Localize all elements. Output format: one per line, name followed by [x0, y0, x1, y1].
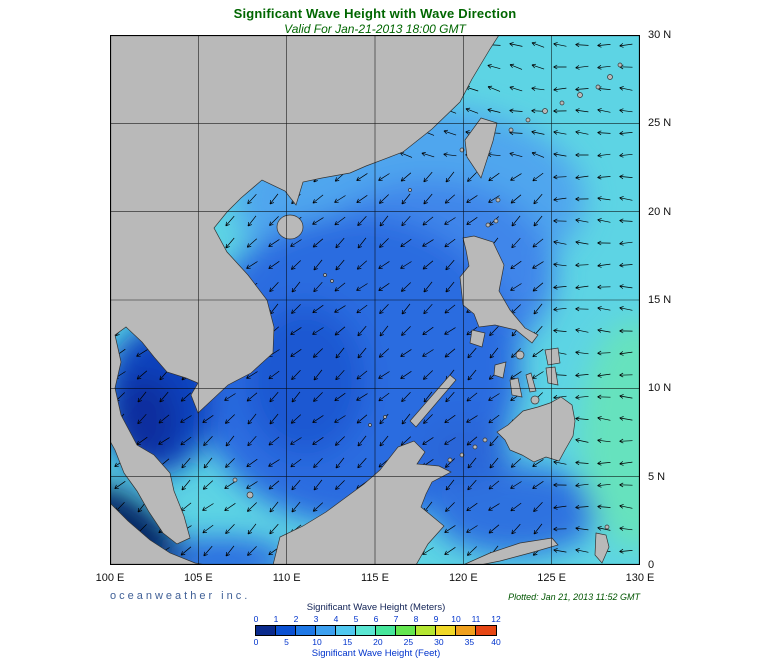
lat-tick-label: 10 N — [648, 382, 672, 395]
landmass-borneo — [272, 440, 452, 565]
feet-tick: 40 — [491, 637, 501, 647]
colorbar-cell — [276, 626, 296, 635]
page-title: Significant Wave Height with Wave Direct… — [233, 6, 517, 21]
feet-tick: 35 — [464, 637, 475, 647]
colorbar-cell — [296, 626, 316, 635]
legend-meters-ticks: 0 1 2 3 4 5 6 7 8 9 10 11 12 — [253, 614, 501, 624]
meters-tick: 2 — [293, 614, 299, 624]
map-frame — [110, 35, 640, 565]
lat-tick-label: 20 N — [648, 205, 672, 218]
feet-tick: 15 — [342, 637, 353, 647]
feet-tick: 10 — [312, 637, 322, 647]
landmass-halmahera — [594, 532, 610, 564]
lat-tick-label: 15 N — [648, 293, 672, 306]
wave-height-map — [110, 35, 640, 565]
meters-tick: 1 — [273, 614, 279, 624]
colorbar-cell — [396, 626, 416, 635]
landmass-samar — [544, 347, 561, 366]
lat-tick-label: 5 N — [648, 470, 666, 483]
landmass-cebu — [525, 372, 537, 393]
lat-tick-label: 25 N — [648, 117, 672, 130]
meters-tick: 4 — [333, 614, 339, 624]
small-islands — [232, 62, 623, 530]
grid-lines — [110, 35, 640, 565]
feet-tick: 5 — [284, 637, 289, 647]
meters-tick: 0 — [253, 614, 259, 624]
feet-tick: 25 — [403, 637, 414, 647]
legend-colorbar — [255, 625, 497, 636]
colorbar-cell — [356, 626, 376, 635]
colorbar-cell — [416, 626, 436, 635]
landmass-mindoro — [469, 329, 486, 348]
meters-tick: 6 — [373, 614, 379, 624]
lat-tick-label: 0 — [648, 558, 655, 571]
lon-tick-label: 110 E — [272, 572, 301, 584]
colorbar-cell — [456, 626, 476, 635]
lon-tick-label: 120 E — [448, 572, 478, 584]
lon-tick-label: 105 E — [183, 572, 213, 584]
plotted-timestamp: Plotted: Jan 21, 2013 11:52 GMT — [508, 592, 640, 602]
colorbar-cell — [376, 626, 396, 635]
land-layer — [110, 35, 623, 565]
lat-tick-label: 30 N — [648, 29, 672, 41]
landmass-luzon — [459, 235, 539, 344]
meters-tick: 9 — [433, 614, 439, 624]
meters-tick: 7 — [393, 614, 399, 624]
landmass-sulawesi — [462, 537, 559, 565]
meters-tick: 3 — [313, 614, 319, 624]
colorbar-cell — [316, 626, 336, 635]
colorbar-cell — [436, 626, 456, 635]
landmass-asia-mainland — [110, 35, 500, 545]
landmass-bohol — [530, 395, 540, 405]
page-subtitle: Valid For Jan-21-2013 18:00 GMT — [284, 22, 466, 36]
lon-tick-label: 115 E — [361, 572, 389, 584]
feet-tick: 20 — [373, 637, 383, 647]
header: Significant Wave Height with Wave Direct… — [110, 6, 640, 36]
landmass-hainan — [276, 214, 304, 240]
meters-tick: 8 — [413, 614, 419, 624]
colorbar-cell — [476, 626, 496, 635]
landmass-sumatra — [110, 502, 207, 565]
meters-tick: 10 — [451, 614, 461, 624]
legend-feet-label: Significant Wave Height (Feet) — [311, 648, 441, 659]
colorbar-cell — [256, 626, 276, 635]
landmass-negros — [509, 377, 523, 398]
oceanweather-credit: oceanweather inc. — [110, 590, 251, 602]
meters-tick: 11 — [471, 614, 481, 624]
landmass-masbate — [515, 350, 525, 360]
landmass-mindanao — [496, 396, 576, 463]
meters-tick: 12 — [491, 614, 501, 624]
legend-feet-ticks: 0 5 10 15 20 25 30 35 40 — [253, 637, 501, 647]
landmass-panay — [493, 361, 507, 379]
feet-tick: 30 — [434, 637, 444, 647]
feet-tick: 0 — [253, 637, 259, 647]
legend-meters-label: Significant Wave Height (Meters) — [306, 602, 446, 613]
map-border — [110, 35, 640, 565]
meters-tick: 5 — [353, 614, 359, 624]
lon-tick-label: 125 E — [537, 572, 567, 584]
lon-tick-label: 130 E — [625, 572, 655, 584]
colorbar-cell — [336, 626, 356, 635]
lon-tick-label: 100 E — [95, 572, 125, 584]
